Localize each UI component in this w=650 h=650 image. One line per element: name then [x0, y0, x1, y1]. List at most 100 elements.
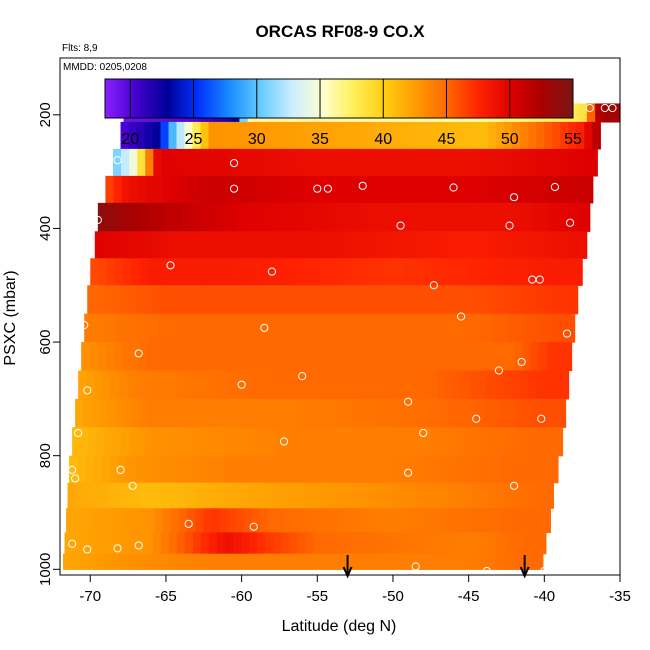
heatmap-cell	[295, 398, 305, 428]
x-axis: -70 -65 -60 -55 -50 -45 -40 -35	[79, 574, 631, 605]
heatmap-cell	[398, 231, 407, 259]
heatmap-cell	[279, 398, 289, 428]
heatmap-cell	[303, 398, 313, 428]
heatmap-cell	[253, 202, 263, 232]
heatmap-cell	[405, 508, 414, 533]
chart-title: ORCAS RF08-9 CO.X	[255, 22, 425, 41]
heatmap-cell	[160, 285, 170, 315]
heatmap-cell	[251, 427, 261, 457]
heatmap-cell	[363, 148, 372, 177]
heatmap-cell	[81, 342, 90, 372]
heatmap-cell	[479, 285, 489, 315]
heatmap-cell	[405, 285, 415, 315]
heatmap-cell	[314, 148, 324, 177]
heatmap-cell	[529, 482, 538, 509]
heatmap-cell	[335, 202, 345, 232]
heatmap-cell	[102, 370, 112, 400]
heatmap-cell	[316, 285, 325, 315]
heatmap-cell	[145, 148, 154, 177]
heatmap-cell	[221, 258, 231, 286]
heatmap-cell	[515, 202, 525, 232]
heatmap-cell	[510, 553, 520, 570]
heatmap-cell	[292, 508, 301, 533]
heatmap-cell	[94, 370, 104, 400]
heatmap-cell	[164, 258, 173, 286]
heatmap-cell	[124, 398, 133, 428]
heatmap-cell	[129, 148, 138, 177]
heatmap-cell	[454, 553, 464, 570]
heatmap-cell	[186, 175, 196, 204]
heatmap-cell	[270, 482, 279, 509]
heatmap-cell	[291, 231, 301, 259]
heatmap-cell	[211, 342, 221, 372]
heatmap-cell	[304, 121, 314, 150]
heatmap-cell	[133, 313, 143, 343]
x-tick-label: -55	[306, 588, 328, 605]
heatmap-cell	[96, 532, 106, 555]
heatmap-cell	[344, 121, 354, 150]
heatmap-cell	[99, 482, 109, 509]
heatmap-cell	[411, 313, 420, 343]
heatmap-cell	[310, 202, 320, 232]
heatmap-cell	[377, 398, 387, 428]
heatmap-cell	[413, 508, 422, 533]
heatmap-cell	[316, 508, 325, 533]
heatmap-cell	[353, 398, 362, 428]
heatmap-cell	[360, 121, 370, 150]
heatmap-cell	[407, 427, 416, 457]
heatmap-cell	[565, 148, 574, 177]
heatmap-cell	[552, 121, 561, 150]
heatmap-cell	[288, 121, 298, 150]
heatmap-cell	[201, 285, 211, 315]
heatmap-cell	[519, 175, 529, 204]
sample-point	[229, 184, 239, 193]
heatmap-cell	[328, 398, 338, 428]
heatmap-cell	[422, 553, 432, 570]
heatmap-cell	[300, 427, 310, 457]
heatmap-cell	[272, 121, 282, 150]
heatmap-cell	[110, 370, 120, 400]
heatmap-cell	[106, 258, 116, 286]
heatmap-cell	[90, 258, 100, 286]
heatmap-cell	[234, 231, 243, 259]
heatmap-cell	[95, 285, 105, 315]
heatmap-cell	[251, 508, 261, 533]
heatmap-cell	[467, 398, 477, 428]
heatmap-cell	[116, 398, 125, 428]
sample-point	[396, 221, 405, 230]
colorbar-gradient	[105, 79, 573, 118]
heatmap-cell	[492, 455, 502, 484]
heatmap-cell	[91, 398, 101, 428]
heatmap-cell	[278, 553, 288, 570]
sample-point	[509, 481, 519, 490]
heatmap-cell	[238, 398, 248, 428]
heatmap-cell	[365, 175, 375, 204]
heatmap-cell	[398, 553, 408, 570]
heatmap-cell	[180, 482, 190, 509]
heatmap-cell	[410, 258, 419, 286]
heatmap-cell	[135, 231, 145, 259]
heatmap-cell	[288, 313, 298, 343]
heatmap-cell	[92, 313, 102, 343]
heatmap-cell	[227, 175, 236, 204]
heatmap-cell	[150, 455, 160, 484]
heatmap-cell	[208, 370, 218, 400]
heatmap-cell	[570, 103, 580, 123]
heatmap-cell	[487, 175, 496, 204]
heatmap-cell	[503, 175, 513, 204]
heatmap-cell	[473, 532, 483, 555]
heatmap-cell	[266, 231, 276, 259]
heatmap-cell	[457, 532, 467, 555]
heatmap-cell	[250, 285, 260, 315]
heatmap-cell	[526, 508, 535, 533]
heatmap-cell	[374, 553, 384, 570]
heatmap-cell	[516, 258, 526, 286]
heatmap-cell	[511, 370, 521, 400]
heatmap-cell	[270, 202, 279, 232]
heatmap-layer	[72, 427, 564, 457]
heatmap-cell	[136, 285, 146, 315]
heatmap-cell	[349, 427, 359, 457]
heatmap-layer	[66, 508, 551, 533]
heatmap-cell	[441, 532, 451, 555]
heatmap-cell	[407, 482, 417, 509]
